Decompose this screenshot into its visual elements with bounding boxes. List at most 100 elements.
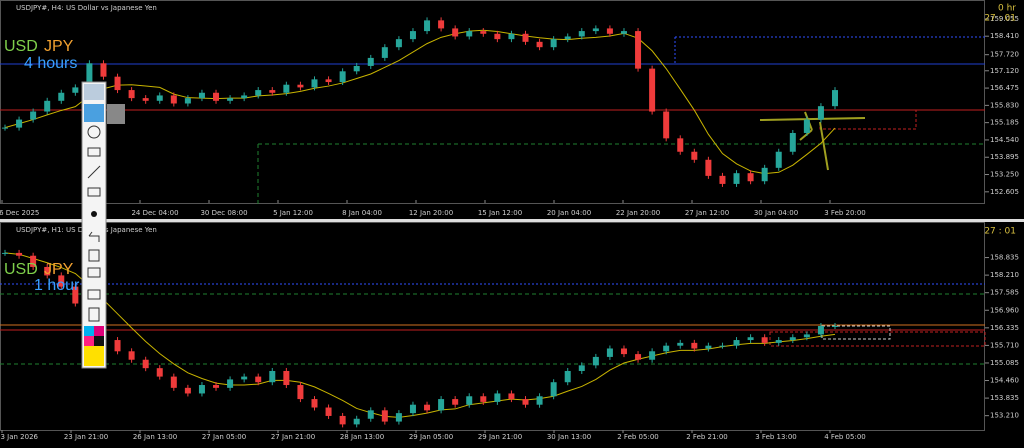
tool-button[interactable] xyxy=(88,231,100,242)
tool-button[interactable] xyxy=(84,84,104,100)
time-label: 20 Jan 04:00 xyxy=(547,209,591,217)
candle xyxy=(86,63,93,88)
price-label: 158.835 xyxy=(990,254,1019,262)
time-label: 28 Jan 13:00 xyxy=(340,433,384,441)
candle xyxy=(747,337,754,341)
color-swatch[interactable] xyxy=(84,346,104,366)
candle xyxy=(438,20,445,29)
tool-button[interactable] xyxy=(87,147,101,157)
tool-button[interactable] xyxy=(87,289,101,300)
candle xyxy=(2,252,8,254)
candle xyxy=(353,418,360,425)
candle xyxy=(536,396,543,405)
time-label: 27 Jan 05:00 xyxy=(202,433,246,441)
price-label: 154.460 xyxy=(990,377,1019,385)
candle xyxy=(156,368,163,377)
candle xyxy=(128,90,135,99)
symbol-quote: JPY xyxy=(44,38,74,55)
candle xyxy=(663,345,670,352)
tool-button[interactable] xyxy=(88,307,100,322)
tool-button[interactable] xyxy=(87,125,101,139)
time-label: 3 Feb 20:00 xyxy=(824,209,865,217)
color-swatch[interactable] xyxy=(84,336,94,346)
price-label: 158.410 xyxy=(990,32,1019,40)
candle xyxy=(775,151,782,168)
candle xyxy=(578,365,585,371)
candle xyxy=(72,87,79,93)
price-label: 156.335 xyxy=(990,324,1019,332)
time-label: 29 Jan 05:00 xyxy=(409,433,453,441)
color-swatch[interactable] xyxy=(94,326,104,336)
tool-button[interactable] xyxy=(91,211,97,217)
candle xyxy=(620,31,627,34)
moving-average xyxy=(4,252,836,418)
candle xyxy=(466,396,473,405)
symbol-base: USD xyxy=(4,261,38,278)
candle xyxy=(691,342,698,349)
candle xyxy=(719,175,726,184)
price-label: 159.055 xyxy=(990,15,1019,23)
time-label: 2 Feb 21:00 xyxy=(686,433,727,441)
candle xyxy=(635,354,642,360)
candle xyxy=(142,98,149,101)
candle xyxy=(227,98,234,101)
candle xyxy=(452,399,459,405)
time-label: 22 Jan 20:00 xyxy=(616,209,660,217)
tool-button[interactable] xyxy=(87,165,101,179)
candle xyxy=(255,90,262,96)
tool-button[interactable] xyxy=(87,187,101,197)
candle xyxy=(297,84,304,88)
timer-label: 0 hr xyxy=(998,4,1016,14)
candle xyxy=(578,31,585,37)
candle xyxy=(353,65,360,72)
candle xyxy=(817,106,824,120)
candle xyxy=(213,385,220,388)
candle xyxy=(649,68,656,112)
time-label: 30 Jan 04:00 xyxy=(754,209,798,217)
candle xyxy=(761,167,768,182)
candle xyxy=(58,275,65,287)
price-label: 155.710 xyxy=(990,341,1019,349)
timer-label: 27 : 01 xyxy=(984,227,1016,237)
time-label: 2 Feb 05:00 xyxy=(617,433,658,441)
candle xyxy=(311,79,318,88)
candle xyxy=(283,370,290,386)
candle xyxy=(16,252,23,256)
candle xyxy=(592,28,599,32)
color-swatch[interactable] xyxy=(84,326,94,336)
candle xyxy=(803,334,810,338)
price-label: 157.120 xyxy=(990,67,1019,75)
candle xyxy=(789,132,796,152)
candle xyxy=(522,399,529,405)
color-swatch[interactable] xyxy=(94,336,104,346)
candle xyxy=(30,255,37,267)
tool-button[interactable] xyxy=(84,104,104,122)
tool-button[interactable] xyxy=(87,267,101,278)
time-label: 12 Jan 20:00 xyxy=(409,209,453,217)
candle xyxy=(58,92,65,101)
candle xyxy=(705,345,712,349)
candle xyxy=(213,92,220,101)
candle xyxy=(269,90,276,93)
candle xyxy=(691,151,698,160)
candle xyxy=(269,370,276,383)
candle xyxy=(44,100,51,112)
candle xyxy=(297,385,304,400)
candle xyxy=(367,57,374,66)
candle xyxy=(620,348,627,355)
candle xyxy=(72,286,79,304)
price-label: 156.475 xyxy=(990,84,1019,92)
time-label: 16 Dec 2025 xyxy=(0,209,39,217)
time-label: 30 Dec 08:00 xyxy=(200,209,247,217)
candle xyxy=(733,173,740,184)
tool-button[interactable] xyxy=(88,249,100,262)
candle xyxy=(156,95,163,101)
time-label: 29 Jan 21:00 xyxy=(478,433,522,441)
candle xyxy=(128,351,135,360)
toolbar-panel xyxy=(81,81,107,369)
tool-button[interactable] xyxy=(107,104,125,124)
candle xyxy=(452,28,459,37)
candle xyxy=(367,410,374,419)
candle xyxy=(2,127,8,129)
